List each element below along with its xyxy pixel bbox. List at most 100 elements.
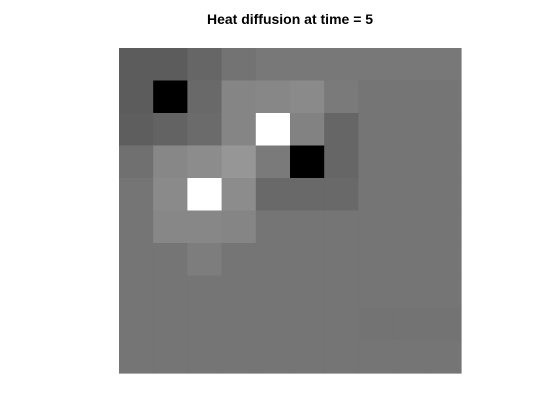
heatmap-cell-r5-c3 bbox=[221, 210, 257, 244]
heatmap-cell-r7-c4 bbox=[255, 275, 291, 309]
heatmap-cell-r7-c9 bbox=[426, 275, 462, 309]
heatmap-cell-r1-c9 bbox=[426, 80, 462, 114]
heatmap-cell-r7-c7 bbox=[358, 275, 394, 309]
heatmap-cell-r8-c7 bbox=[358, 308, 394, 342]
heatmap-cell-r3-c9 bbox=[426, 145, 462, 179]
heatmap-cell-r8-c8 bbox=[392, 308, 428, 342]
heatmap-cell-r0-c9 bbox=[426, 48, 462, 82]
heatmap-cell-r3-c5 bbox=[290, 145, 325, 179]
heatmap-cell-r2-c8 bbox=[392, 113, 428, 147]
heatmap-cell-r2-c2 bbox=[187, 113, 223, 147]
heatmap-cell-r0-c1 bbox=[153, 48, 188, 82]
heatmap-cell-r3-c1 bbox=[153, 145, 188, 179]
chart-title: Heat diffusion at time = 5 bbox=[207, 11, 373, 27]
heatmap-cell-r8-c3 bbox=[221, 308, 257, 342]
heatmap-cell-r8-c4 bbox=[255, 308, 291, 342]
heatmap-cell-r9-c8 bbox=[392, 340, 428, 374]
heatmap-cell-r9-c5 bbox=[290, 340, 325, 374]
heatmap-cell-r9-c3 bbox=[221, 340, 257, 374]
heatmap-cell-r8-c9 bbox=[426, 308, 462, 342]
heatmap-cell-r9-c9 bbox=[426, 340, 462, 374]
heatmap-cell-r0-c5 bbox=[290, 48, 325, 82]
heatmap-cell-r0-c4 bbox=[255, 48, 291, 82]
heatmap-cell-r3-c7 bbox=[358, 145, 394, 179]
heatmap-cell-r4-c8 bbox=[392, 178, 428, 212]
heatmap-cell-r7-c1 bbox=[153, 275, 188, 309]
heatmap-cell-r1-c8 bbox=[392, 80, 428, 114]
heatmap-cell-r3-c3 bbox=[221, 145, 257, 179]
heatmap-cell-r2-c0 bbox=[119, 113, 154, 147]
heatmap-cell-r6-c7 bbox=[358, 243, 394, 277]
heatmap-cell-r0-c7 bbox=[358, 48, 394, 82]
heatmap-cell-r1-c4 bbox=[255, 80, 291, 114]
heatmap-cell-r3-c4 bbox=[255, 145, 291, 179]
heatmap-cell-r2-c5 bbox=[290, 113, 325, 147]
heatmap-cell-r9-c4 bbox=[255, 340, 291, 374]
heatmap-cell-r0-c2 bbox=[187, 48, 223, 82]
heatmap-cell-r6-c3 bbox=[221, 243, 257, 277]
heatmap-cell-r4-c9 bbox=[426, 178, 462, 212]
heatmap-cell-r9-c7 bbox=[358, 340, 394, 374]
heatmap-cell-r1-c7 bbox=[358, 80, 394, 114]
heatmap-cell-r0-c6 bbox=[324, 48, 359, 82]
heatmap-cell-r1-c1 bbox=[153, 80, 188, 114]
heatmap-cell-r3-c2 bbox=[187, 145, 223, 179]
heatmap-cell-r5-c6 bbox=[324, 210, 359, 244]
heatmap-cell-r6-c8 bbox=[392, 243, 428, 277]
heatmap-cell-r1-c0 bbox=[119, 80, 154, 114]
heatmap-cell-r8-c1 bbox=[153, 308, 188, 342]
heatmap-cell-r7-c0 bbox=[119, 275, 154, 309]
heatmap-cell-r8-c2 bbox=[187, 308, 223, 342]
heatmap-cell-r8-c5 bbox=[290, 308, 325, 342]
heatmap-cell-r1-c2 bbox=[187, 80, 223, 114]
heatmap-cell-r6-c9 bbox=[426, 243, 462, 277]
heatmap-cell-r7-c5 bbox=[290, 275, 325, 309]
heatmap-plot bbox=[119, 48, 462, 374]
heatmap-cell-r5-c5 bbox=[290, 210, 325, 244]
heatmap-cell-r7-c8 bbox=[392, 275, 428, 309]
heatmap-cell-r0-c8 bbox=[392, 48, 428, 82]
heatmap-cell-r8-c6 bbox=[324, 308, 359, 342]
heatmap-cell-r2-c6 bbox=[324, 113, 359, 147]
heatmap-cell-r3-c0 bbox=[119, 145, 154, 179]
heatmap-cell-r1-c6 bbox=[324, 80, 359, 114]
heatmap-cell-r5-c1 bbox=[153, 210, 188, 244]
heatmap-cell-r1-c3 bbox=[221, 80, 257, 114]
heatmap-cell-r9-c1 bbox=[153, 340, 188, 374]
heatmap-cell-r7-c6 bbox=[324, 275, 359, 309]
heatmap-cell-r5-c7 bbox=[358, 210, 394, 244]
heatmap-cell-r6-c2 bbox=[187, 243, 223, 277]
heatmap-cell-r3-c6 bbox=[324, 145, 359, 179]
heatmap-cell-r7-c2 bbox=[187, 275, 223, 309]
heatmap-cell-r3-c8 bbox=[392, 145, 428, 179]
heatmap-cell-r5-c8 bbox=[392, 210, 428, 244]
heatmap-cell-r4-c2 bbox=[187, 178, 223, 212]
heatmap-cell-r5-c9 bbox=[426, 210, 462, 244]
heatmap-cell-r4-c3 bbox=[221, 178, 257, 212]
heatmap-cell-r4-c1 bbox=[153, 178, 188, 212]
heatmap-cell-r2-c4 bbox=[255, 113, 291, 147]
heatmap-cell-r6-c0 bbox=[119, 243, 154, 277]
heatmap-cell-r6-c4 bbox=[255, 243, 291, 277]
heatmap-cell-r2-c1 bbox=[153, 113, 188, 147]
heatmap-cell-r6-c1 bbox=[153, 243, 188, 277]
heatmap-cell-r4-c4 bbox=[255, 178, 291, 212]
heatmap-cell-r2-c7 bbox=[358, 113, 394, 147]
heatmap-cell-r9-c2 bbox=[187, 340, 223, 374]
heatmap-cell-r5-c4 bbox=[255, 210, 291, 244]
heatmap-cell-r1-c5 bbox=[290, 80, 325, 114]
heatmap-cell-r5-c2 bbox=[187, 210, 223, 244]
heatmap-cell-r4-c5 bbox=[290, 178, 325, 212]
heatmap-cell-r9-c0 bbox=[119, 340, 154, 374]
heatmap-cell-r6-c5 bbox=[290, 243, 325, 277]
heatmap-cell-r0-c3 bbox=[221, 48, 257, 82]
heatmap-cell-r2-c9 bbox=[426, 113, 462, 147]
heatmap-cell-r4-c6 bbox=[324, 178, 359, 212]
heatmap-cell-r6-c6 bbox=[324, 243, 359, 277]
heatmap-cell-r2-c3 bbox=[221, 113, 257, 147]
heatmap-cell-r4-c7 bbox=[358, 178, 394, 212]
heatmap-cell-r4-c0 bbox=[119, 178, 154, 212]
heatmap-cell-r0-c0 bbox=[119, 48, 154, 82]
heatmap-cell-r8-c0 bbox=[119, 308, 154, 342]
